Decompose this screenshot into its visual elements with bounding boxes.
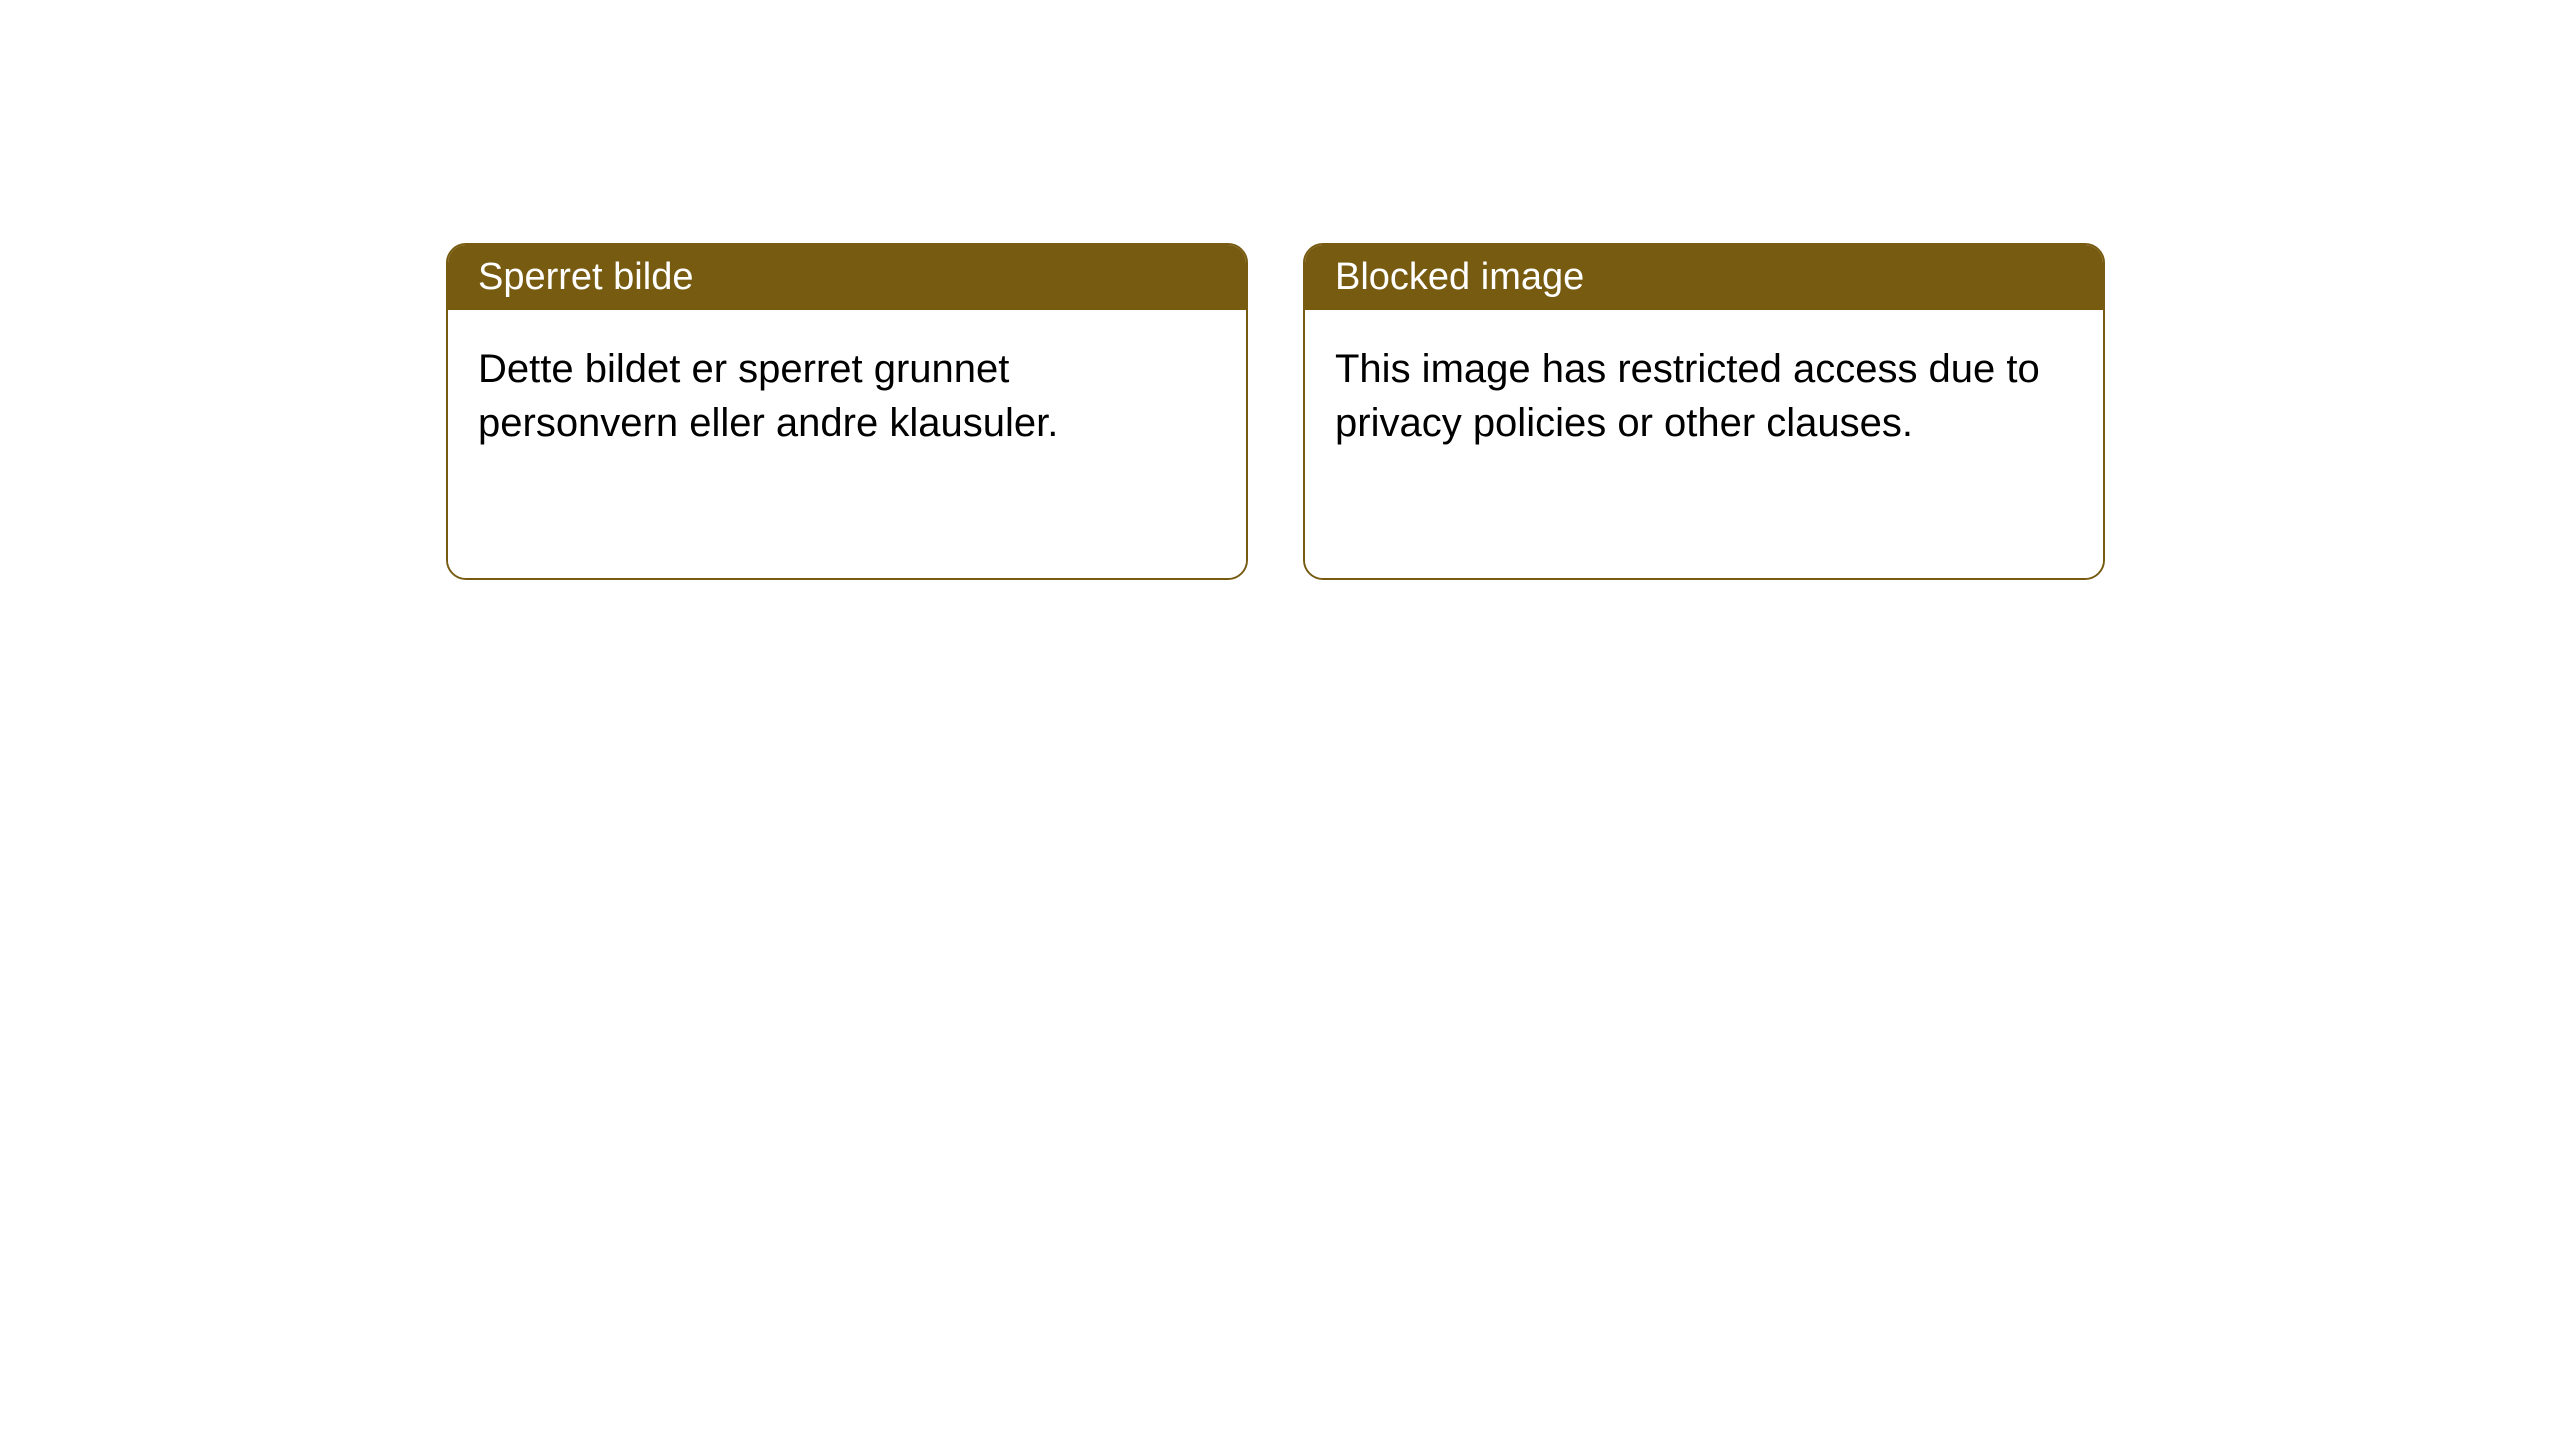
notice-text-norwegian: Dette bildet er sperret grunnet personve… — [478, 347, 1058, 445]
notice-box-english: Blocked image This image has restricted … — [1303, 243, 2105, 580]
notice-title-english: Blocked image — [1335, 256, 1584, 298]
notice-header-english: Blocked image — [1305, 245, 2103, 310]
notice-header-norwegian: Sperret bilde — [448, 245, 1246, 310]
notice-text-english: This image has restricted access due to … — [1335, 347, 2040, 445]
notice-container: Sperret bilde Dette bildet er sperret gr… — [446, 243, 2105, 580]
notice-body-norwegian: Dette bildet er sperret grunnet personve… — [448, 310, 1246, 578]
notice-title-norwegian: Sperret bilde — [478, 256, 693, 298]
notice-box-norwegian: Sperret bilde Dette bildet er sperret gr… — [446, 243, 1248, 580]
notice-body-english: This image has restricted access due to … — [1305, 310, 2103, 578]
